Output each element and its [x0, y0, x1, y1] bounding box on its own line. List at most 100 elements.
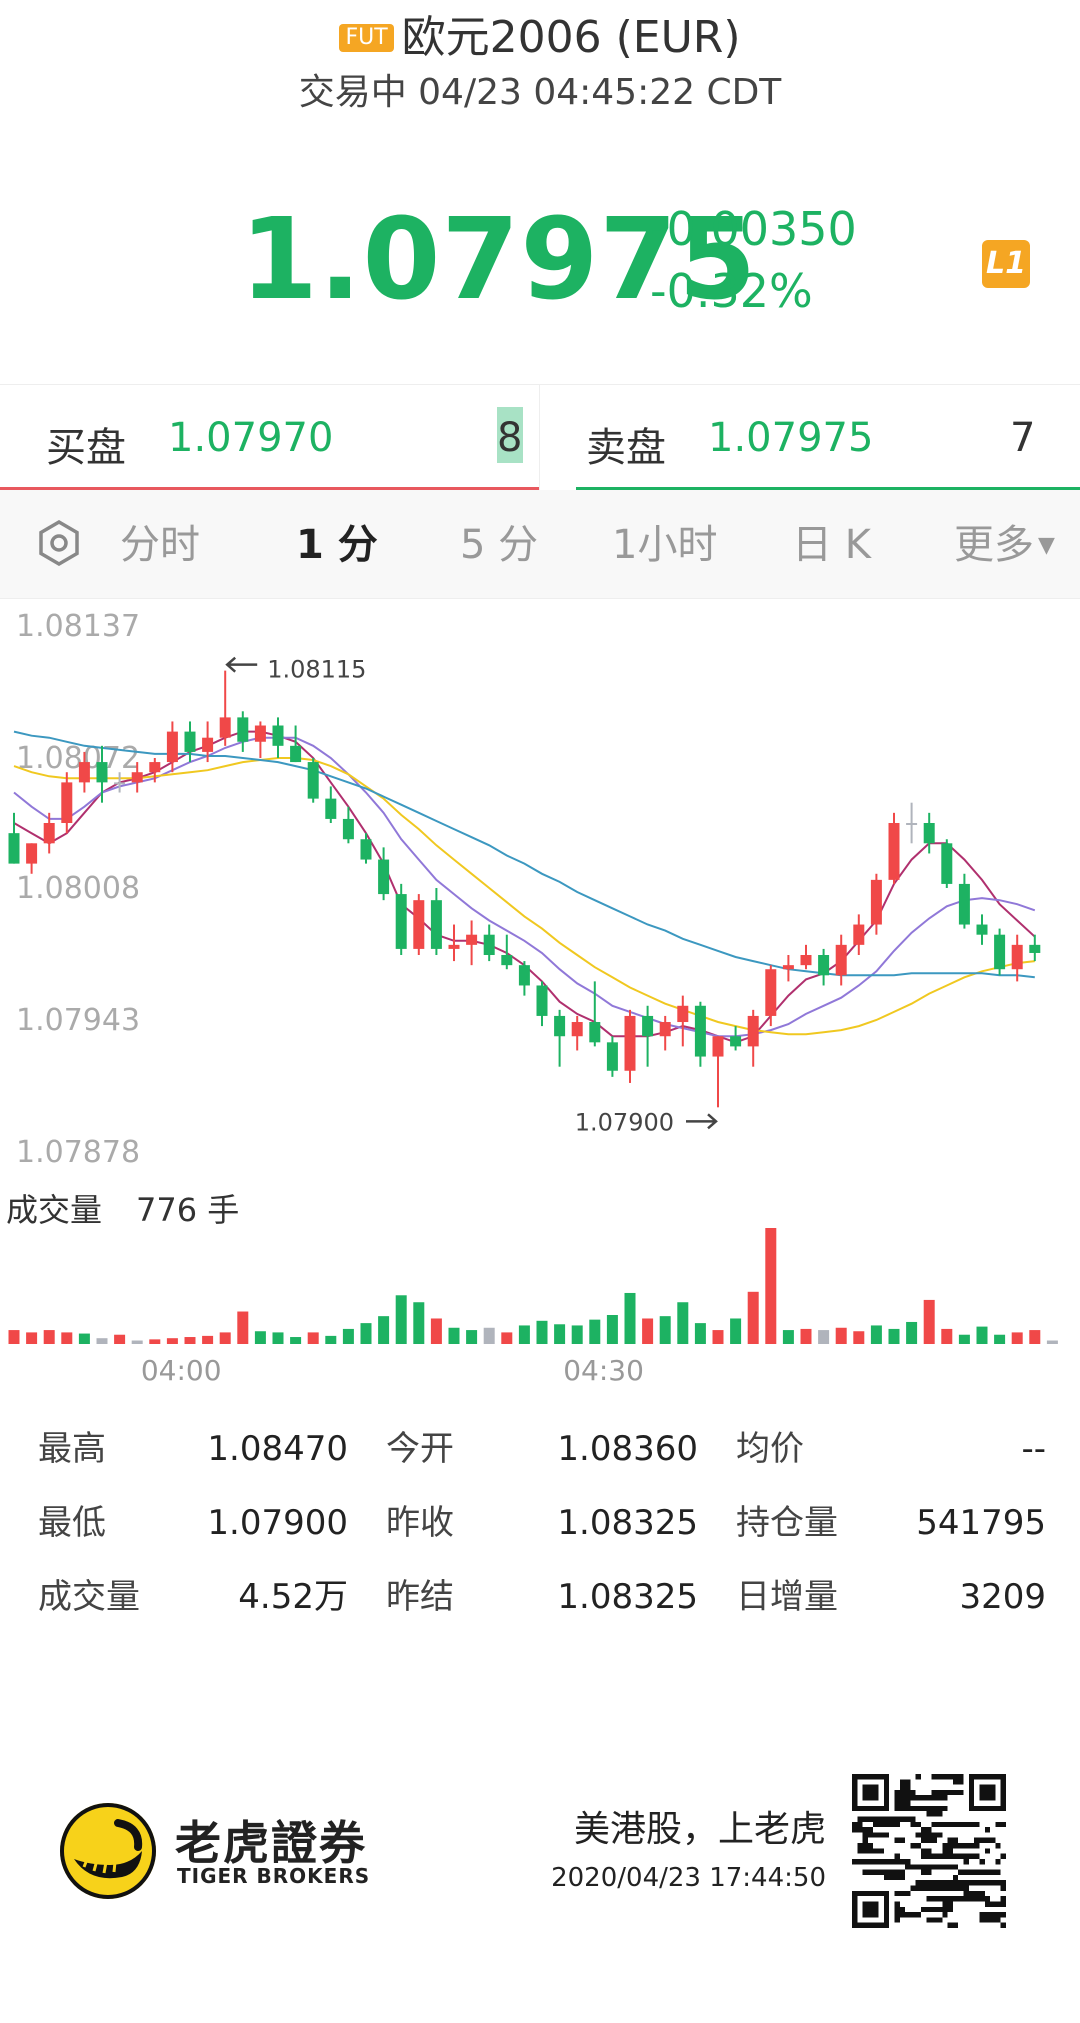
candle-body	[290, 745, 302, 763]
candle-body	[114, 782, 126, 785]
settings-icon[interactable]	[36, 519, 82, 570]
candle-body	[61, 782, 73, 823]
stat-avg-label: 均价	[736, 1429, 804, 1469]
candle-body	[765, 969, 777, 1016]
candle-body	[272, 725, 284, 746]
bid-ask-panel[interactable]: 买盘 1.07970 8 卖盘 1.07975 7	[0, 384, 1080, 491]
stat-oi-change-label: 日增量	[736, 1577, 838, 1617]
candle-body	[254, 725, 266, 742]
volume-bar	[430, 1318, 442, 1344]
brand-name-en: TIGER BROKERS	[177, 1864, 371, 1888]
tab-more[interactable]: 更多 ▼	[954, 520, 1055, 571]
dropdown-caret-icon: ▼	[1038, 533, 1055, 558]
bid-size: 8	[497, 415, 523, 461]
bid-label: 买盘	[46, 425, 126, 471]
candles	[8, 670, 1041, 1108]
volume-label-row: 成交量 776 手	[6, 1185, 239, 1231]
candle-body	[554, 1015, 566, 1037]
futures-badge: FUT	[339, 24, 394, 52]
market-status: 交易中 04/23 04:45:22 CDT	[298, 72, 782, 113]
moving-averages	[13, 730, 1036, 1044]
stat-open: 1.08360	[557, 1429, 698, 1469]
divider	[539, 385, 540, 491]
volume-bar	[466, 1330, 478, 1344]
tab-1min[interactable]: 1 分	[296, 522, 378, 568]
volume-bar	[782, 1330, 794, 1344]
candle-body	[8, 833, 20, 864]
candle-body	[818, 955, 830, 976]
candle-body	[677, 1005, 689, 1023]
candle-body	[606, 1042, 618, 1071]
volume-bar	[114, 1334, 126, 1344]
candle-body	[78, 762, 90, 783]
volume-bar	[43, 1330, 55, 1344]
candle-body	[1029, 944, 1041, 953]
candle-body	[800, 955, 812, 966]
high-arrow-icon	[225, 656, 258, 673]
stat-avg: --	[1021, 1429, 1046, 1469]
volume-bar	[606, 1315, 618, 1344]
tab-intraday[interactable]: 分时	[120, 522, 200, 568]
volume-bar	[61, 1332, 73, 1344]
stat-vol-label: 成交量	[38, 1577, 140, 1617]
candle-body	[237, 717, 249, 742]
volume-bar	[747, 1291, 759, 1344]
kline-chart[interactable]: 1.08137 1.08072 1.08008 1.07943 1.07878 1.08…	[0, 600, 1080, 1400]
candle-body	[378, 859, 390, 895]
candle-body	[518, 965, 530, 986]
candle-body	[307, 762, 319, 799]
candle-body	[483, 934, 495, 956]
tab-daily[interactable]: 日 K	[792, 522, 871, 568]
volume-bar	[413, 1302, 425, 1344]
volume-bar	[835, 1327, 847, 1344]
volume-bar	[395, 1295, 407, 1344]
volume-bar	[272, 1332, 284, 1344]
stat-prev-settle: 1.08325	[557, 1577, 698, 1617]
volume-bar	[184, 1337, 196, 1344]
candle-body	[642, 1015, 654, 1037]
tab-1hour[interactable]: 1小时	[612, 522, 718, 568]
stat-prev-settle-label: 昨结	[386, 1577, 454, 1617]
level1-badge[interactable]: L1	[982, 240, 1030, 288]
candle-body	[571, 1022, 583, 1037]
stat-prev-close: 1.08325	[557, 1503, 698, 1543]
candle-body	[466, 934, 478, 945]
stat-prev-close-label: 昨收	[386, 1503, 454, 1543]
volume-bar	[906, 1321, 918, 1344]
volume-bar	[712, 1330, 724, 1344]
volume-bar	[571, 1325, 583, 1344]
candle-body	[782, 965, 794, 970]
candle-body	[941, 843, 953, 884]
stat-low: 1.07900	[207, 1503, 348, 1543]
volume-bar	[96, 1338, 108, 1344]
candle-body	[589, 1022, 601, 1043]
candle-body	[26, 843, 38, 864]
volume-bar	[131, 1340, 143, 1344]
volume-bar	[888, 1328, 900, 1344]
volume-bar	[941, 1328, 953, 1344]
price-change: -0.00350	[650, 202, 857, 256]
volume-bar	[26, 1332, 38, 1344]
candle-body	[536, 985, 548, 1016]
volume-bar	[994, 1334, 1006, 1344]
y-axis-label: 1.08137	[16, 609, 140, 644]
high-annotation: 1.08115	[267, 656, 366, 684]
candle-body	[694, 1005, 706, 1057]
x-axis-label: 04:30	[563, 1354, 644, 1387]
price-change-percent: -0.32%	[650, 264, 813, 318]
volume-bar	[677, 1302, 689, 1344]
candle-body	[430, 900, 442, 949]
candle-body	[413, 900, 425, 949]
candle-body	[870, 879, 882, 925]
candle-body	[853, 924, 865, 945]
volume-bar	[976, 1326, 988, 1344]
candle-body	[976, 924, 988, 935]
stat-open-label: 今开	[386, 1429, 454, 1469]
tab-5min[interactable]: 5 分	[460, 522, 539, 568]
bid-size-bar	[497, 407, 523, 463]
y-axis-label: 1.08072	[16, 741, 140, 776]
y-axis-label: 1.07943	[16, 1003, 140, 1038]
candle-body	[325, 798, 337, 819]
candle-body	[730, 1036, 742, 1047]
candle-body	[659, 1022, 671, 1037]
